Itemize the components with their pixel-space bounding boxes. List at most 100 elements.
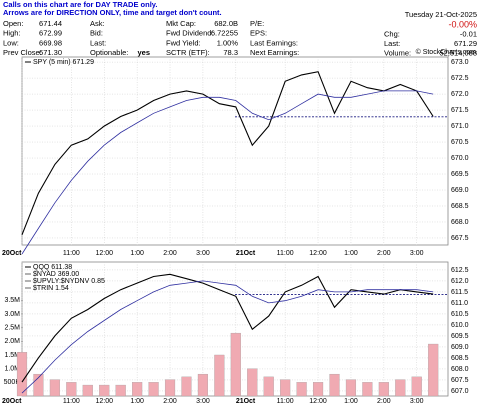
quote-label: Bid: — [90, 29, 103, 38]
x-tick-label: 3:00 — [410, 250, 424, 257]
quote-value: 78.3 — [223, 48, 238, 57]
volume-bar — [329, 373, 340, 397]
credit: © StockCharts.com — [416, 48, 477, 56]
legend-label: $TRIN 1.54 — [33, 285, 69, 292]
y-tick-label: 669.0 — [451, 187, 469, 194]
y-tick-label: 670.5 — [451, 139, 469, 146]
volume-bar — [378, 382, 389, 397]
volume-bar — [66, 382, 77, 397]
volume-bar — [263, 376, 274, 397]
x-tick-label: 3:00 — [410, 398, 424, 405]
x-tick-label: 2:00 — [377, 250, 391, 257]
y-tick-label: 609.0 — [451, 344, 469, 351]
legend-label: $NYAD 369.00 — [33, 271, 79, 278]
y-tick-label: 609.5 — [451, 333, 469, 340]
legend-label: QQQ 611.38 — [33, 264, 72, 271]
x-tick-label: 11:00 — [63, 250, 80, 257]
summary-value: -0.01 — [460, 29, 477, 38]
quote-label: P/E: — [250, 19, 264, 28]
volume-tick-label: 2.5M — [4, 324, 20, 331]
x-tick-label: 1:00 — [130, 250, 144, 257]
volume-bar — [230, 332, 241, 397]
y-tick-label: 671.0 — [451, 123, 469, 130]
y-tick-label: 673.0 — [451, 59, 469, 66]
y-tick-label: 612.0 — [451, 278, 469, 285]
quote-value: 1.00% — [217, 38, 239, 47]
x-tick-label: 20Oct — [2, 250, 22, 257]
plot-frame — [21, 56, 449, 246]
volume-tick-label: 3.0M — [4, 311, 20, 318]
volume-bar — [345, 379, 357, 397]
x-tick-label: 20Oct — [2, 398, 22, 405]
volume-bar — [197, 373, 208, 397]
summary-value: 671.29 — [454, 39, 477, 48]
x-tick-label: 21Oct — [236, 398, 256, 405]
y-tick-label: 610.0 — [451, 322, 469, 329]
y-tick-label: 607.5 — [451, 377, 469, 384]
volume-tick-label: 500K — [4, 379, 21, 386]
quote-value: 682.0B — [214, 19, 238, 28]
x-tick-label: 3:00 — [196, 250, 210, 257]
quote-value: 672.99 — [39, 29, 62, 38]
x-tick-label: 2:00 — [163, 250, 177, 257]
price-line — [21, 273, 434, 383]
x-tick-label: 11:00 — [277, 398, 294, 405]
volume-bar — [395, 379, 406, 397]
x-tick-label: 11:00 — [277, 250, 294, 257]
volume-tick-label: 3.5M — [4, 297, 20, 304]
x-tick-label: 2:00 — [377, 398, 391, 405]
x-tick-label: 1:00 — [130, 398, 144, 405]
volume-bar — [411, 376, 422, 397]
x-tick-label: 1:00 — [344, 250, 358, 257]
y-tick-label: 671.5 — [451, 107, 469, 114]
volume-bar — [312, 382, 324, 397]
y-tick-label: 612.5 — [451, 267, 469, 274]
summary-label: Volume: — [384, 48, 411, 57]
quote-label: Next Earnings: — [250, 48, 299, 57]
legend-label: SPY (5 min) 671.29 — [33, 59, 94, 66]
change-pct: -0.00% — [448, 19, 477, 29]
quote-label: Fwd Yield: — [166, 38, 201, 47]
legend-label: $UPVLY:$NYDNV 0.85 — [33, 278, 105, 285]
note-line: Arrows are for DIRECTION ONLY, time and … — [3, 8, 222, 17]
price-line — [21, 71, 434, 236]
y-tick-label: 607.0 — [451, 388, 469, 395]
volume-bar — [82, 384, 93, 397]
x-tick-label: 12:00 — [95, 250, 113, 257]
quote-label: EPS: — [250, 29, 267, 38]
x-tick-label: 12:00 — [95, 398, 113, 405]
volume-bar — [33, 373, 44, 397]
y-tick-label: 669.5 — [451, 171, 469, 178]
summary-value: 52,514,088 — [439, 48, 477, 57]
y-tick-label: 611.0 — [451, 300, 468, 307]
note-line: Calls on this chart are for DAY TRADE on… — [3, 0, 157, 9]
y-tick-label: 668.5 — [451, 203, 469, 210]
volume-bar — [362, 382, 373, 397]
quote-value: yes — [137, 48, 150, 57]
y-tick-label: 672.0 — [451, 91, 469, 98]
summary-label: Last: — [384, 39, 400, 48]
price-line — [21, 90, 434, 255]
volume-tick-label: 1.0M — [4, 365, 20, 372]
x-tick-label: 12:00 — [309, 398, 327, 405]
quote-label: High: — [3, 29, 21, 38]
x-tick-label: 11:00 — [63, 398, 80, 405]
quote-date: Tuesday 21-Oct-2025 — [405, 10, 477, 19]
y-tick-label: 670.0 — [451, 155, 469, 162]
volume-bar — [99, 384, 110, 397]
note-box — [0, 0, 236, 18]
quote-label: Ask: — [90, 19, 105, 28]
quote-label: Prev Close: — [3, 48, 42, 57]
volume-tick-label: 1.5M — [4, 352, 20, 359]
volume-bar — [247, 368, 258, 397]
volume-bar — [214, 354, 225, 397]
x-tick-label: 21Oct — [236, 250, 256, 257]
y-tick-label: 672.5 — [451, 75, 469, 82]
volume-bar — [164, 379, 176, 397]
volume-bar — [296, 382, 307, 397]
volume-bar — [428, 343, 439, 397]
quote-label: Low: — [3, 38, 19, 47]
x-tick-label: 3:00 — [196, 398, 210, 405]
quote-label: SCTR (ETF): — [166, 48, 210, 57]
